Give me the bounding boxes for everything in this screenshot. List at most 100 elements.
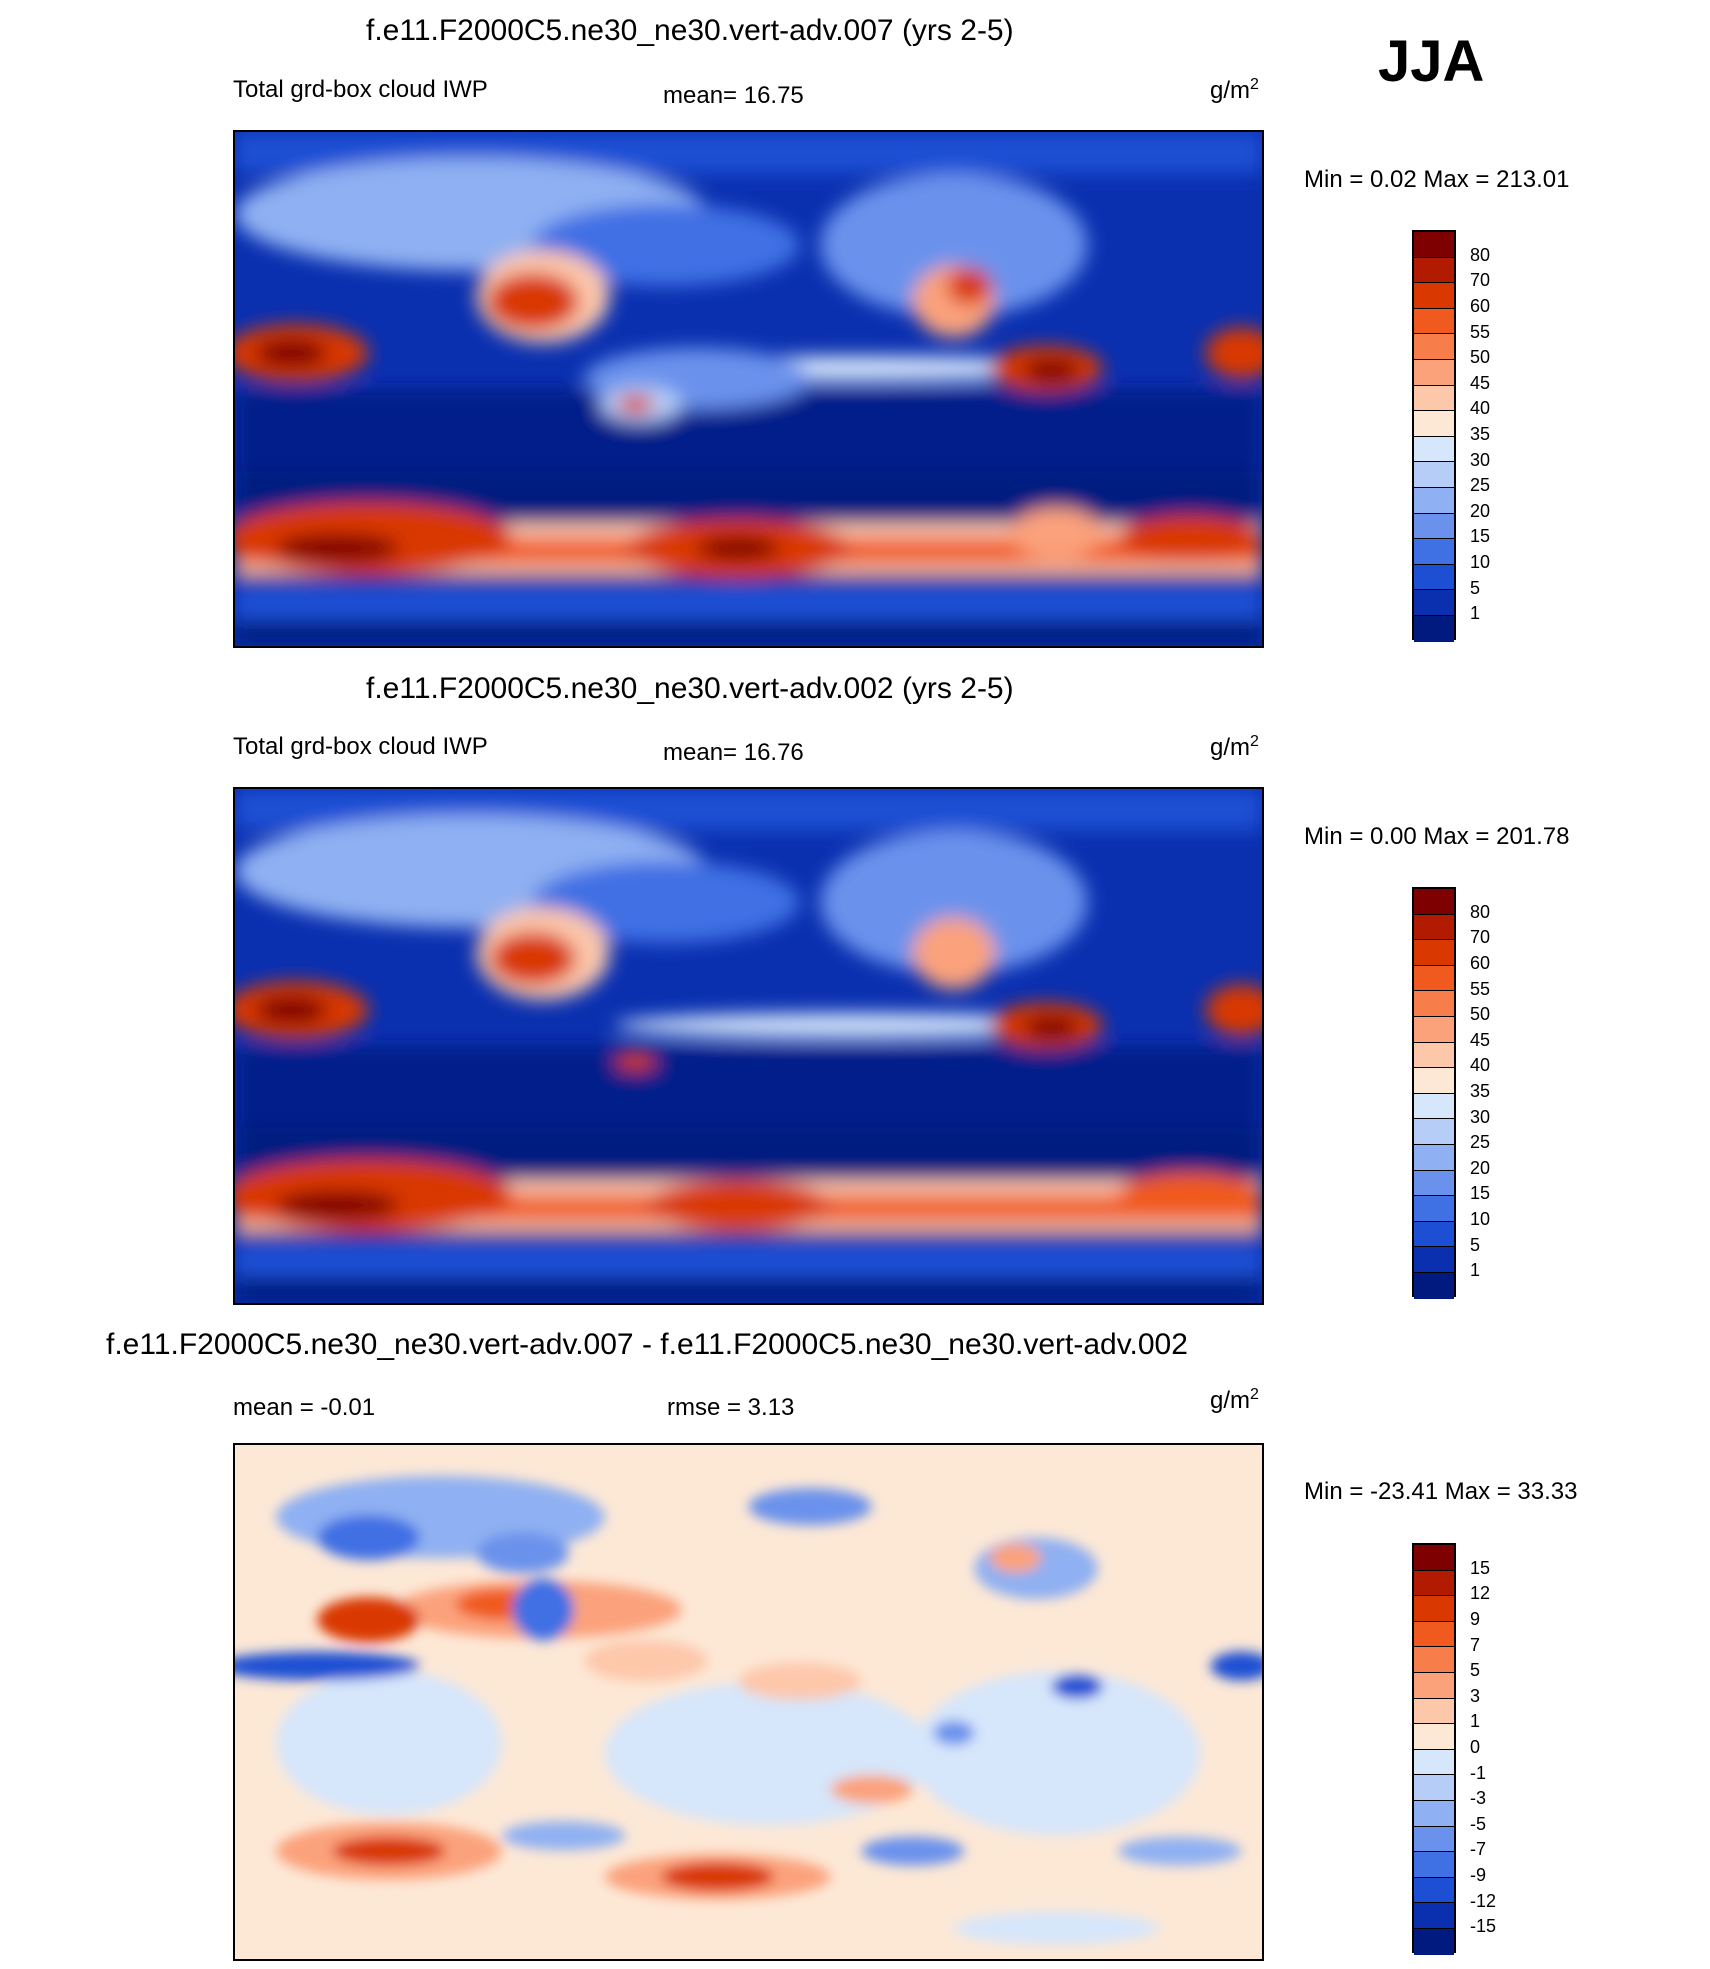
panel-1-colorbar-tick: 30 [1470,450,1491,470]
panel-2-colorbar-segment [1414,889,1454,915]
panel-2-colorbar-tick: 15 [1470,1183,1491,1203]
panel-3-colorbar [1412,1543,1456,1955]
panel-3-colorbar-tick: -9 [1470,1865,1487,1885]
panel-3-colorbar-segment [1414,1621,1454,1648]
panel-1-min-max: Min = 0.02 Max = 213.01 [1304,166,1570,193]
panel-1-colorbar-tick: 35 [1470,424,1491,444]
panel-1-colorbar-segment [1414,564,1454,591]
panel-1-map [233,130,1264,648]
panel-3-colorbar-tick: 7 [1470,1635,1481,1655]
panel-3-map-field [235,1445,1262,1959]
panel-3-mean-label: mean = -0.01 [233,1394,376,1421]
panel-2-colorbar [1412,887,1456,1299]
panel-1-colorbar-segment [1414,359,1454,386]
panel-2-colorbar-tick: 80 [1470,902,1491,922]
panel-3-colorbar-tick: 15 [1470,1558,1491,1578]
panel-2-units: g/m2 [1210,733,1259,761]
panel-3-colorbar-segment [1414,1826,1454,1853]
panel-1-colorbar-tick: 70 [1470,270,1491,290]
panel-3-colorbar-tick: 1 [1470,1711,1481,1731]
panel-1-colorbar-segment [1414,283,1454,309]
panel-3-colorbar-segment [1414,1903,1454,1929]
panel-2-mean-label: mean= 16.76 [663,739,804,766]
panel-2-colorbar-segment [1414,1196,1454,1222]
panel-2-colorbar-segment [1414,1170,1454,1197]
panel-2-colorbar-segment [1414,1144,1454,1171]
panel-2-colorbar-segment [1414,965,1454,992]
panel-1-colorbar-tick: 15 [1470,526,1491,546]
panel-1-map-field [235,132,1262,646]
panel-1-colorbar-tick: 5 [1470,578,1481,598]
panel-3-colorbar-tick: -7 [1470,1839,1487,1859]
panel-2-colorbar-segment [1414,1042,1454,1069]
panel-2-min-max: Min = 0.00 Max = 201.78 [1304,823,1570,850]
panel-3-colorbar-segment [1414,1545,1454,1571]
panel-3-colorbar-tick: 12 [1470,1583,1491,1603]
panel-2-colorbar-tick: 70 [1470,927,1491,947]
panel-2-colorbar-segment [1414,1221,1454,1248]
panel-1-colorbar-segment [1414,487,1454,514]
panel-3-colorbar-segment [1414,1596,1454,1622]
panel-1-mean-label: mean= 16.75 [663,82,804,109]
panel-3-colorbar-tick: 9 [1470,1609,1481,1629]
panel-1-colorbar-segment [1414,513,1454,540]
panel-3-map [233,1443,1264,1961]
panel-2-colorbar-segment [1414,1093,1454,1120]
panel-2-colorbar-tick: 60 [1470,953,1491,973]
panel-2-colorbar-segment [1414,940,1454,966]
panel-2-colorbar-segment [1414,914,1454,941]
panel-3-colorbar-tick: 5 [1470,1660,1481,1680]
panel-1-colorbar-tick: 20 [1470,501,1491,521]
panel-3-units: g/m2 [1210,1386,1259,1414]
panel-1-colorbar-tick: 60 [1470,296,1491,316]
panel-2-colorbar-segment [1414,1247,1454,1273]
panel-3-colorbar-segment [1414,1928,1454,1955]
panel-1-colorbar-segment [1414,615,1454,642]
panel-3-colorbar-tick: -1 [1470,1763,1487,1783]
panel-1-colorbar-tick: 50 [1470,347,1491,367]
panel-3-colorbar-segment [1414,1698,1454,1725]
panel-1-colorbar-segment [1414,462,1454,488]
panel-2-colorbar-tick: 30 [1470,1107,1491,1127]
panel-2-colorbar-tick: 5 [1470,1235,1481,1255]
panel-2-colorbar-segment [1414,1016,1454,1043]
panel-2-colorbar-tick: 35 [1470,1081,1491,1101]
panel-1-colorbar-segment [1414,334,1454,360]
panel-1-colorbar-segment [1414,411,1454,437]
panel-3-colorbar-tick: -3 [1470,1788,1487,1808]
panel-3-title: f.e11.F2000C5.ne30_ne30.vert-adv.007 - f… [106,1328,1188,1361]
panel-2-colorbar-tick: 55 [1470,979,1491,999]
panel-3-colorbar-tick: -12 [1470,1891,1497,1911]
panel-1-colorbar-tick: 40 [1470,398,1491,418]
panel-2-colorbar-tick: 10 [1470,1209,1491,1229]
panel-3-colorbar-segment [1414,1724,1454,1750]
panel-1-units: g/m2 [1210,76,1259,104]
panel-2-variable-label: Total grd-box cloud IWP [233,733,488,760]
panel-1-colorbar-segment [1414,257,1454,284]
panel-3-colorbar-segment [1414,1570,1454,1597]
panel-3-rmse-label: rmse = 3.13 [667,1394,795,1421]
panel-2-colorbar-segment [1414,1272,1454,1299]
panel-2-map-field [235,789,1262,1303]
panel-2-colorbar-segment [1414,1119,1454,1145]
panel-1-colorbar-tick: 10 [1470,552,1491,572]
panel-1-colorbar-tick: 1 [1470,603,1481,623]
season-label: JJA [1378,29,1485,94]
panel-3-colorbar-tick: 3 [1470,1686,1481,1706]
panel-3-colorbar-segment [1414,1877,1454,1904]
panel-1-colorbar-tick: 45 [1470,373,1491,393]
panel-1-colorbar-tick: 25 [1470,475,1491,495]
panel-3-colorbar-segment [1414,1647,1454,1673]
panel-3-colorbar-tick: -15 [1470,1916,1497,1936]
panel-1-colorbar-segment [1414,436,1454,463]
panel-1-colorbar-tick: 55 [1470,322,1491,342]
panel-2-colorbar-tick: 1 [1470,1260,1481,1280]
panel-3-colorbar-segment [1414,1775,1454,1801]
panel-1-colorbar-segment [1414,232,1454,258]
panel-2-map [233,787,1264,1305]
panel-2-colorbar-segment [1414,991,1454,1017]
panel-1-colorbar-segment [1414,385,1454,412]
panel-3-colorbar-segment [1414,1672,1454,1699]
panel-1-title: f.e11.F2000C5.ne30_ne30.vert-adv.007 (yr… [366,14,1014,47]
panel-3-min-max: Min = -23.41 Max = 33.33 [1304,1478,1578,1505]
